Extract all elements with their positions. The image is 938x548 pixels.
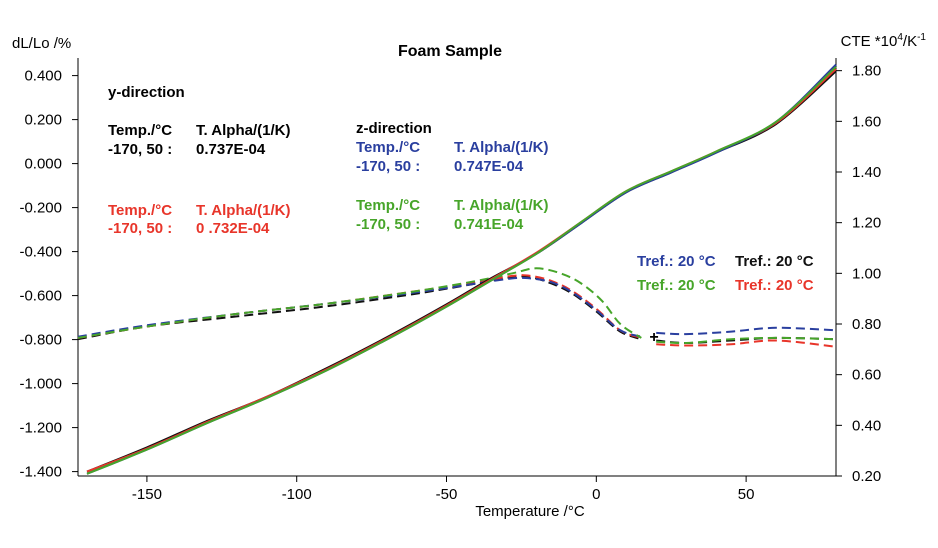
tref-black: Tref.: 20 °C	[735, 253, 814, 270]
y-black-range: -170, 50 :	[108, 141, 172, 158]
y-right-tick-label: 0.60	[852, 367, 881, 384]
tref-annotations: Tref.: 20 °C Tref.: 20 °C Tref.: 20 °C T…	[637, 253, 814, 294]
y-left-tick-label: -0.600	[19, 288, 62, 305]
x-tick-label: -100	[282, 486, 312, 503]
y-right-label-exp: 4	[897, 32, 903, 43]
z-blue-value: 0.747E-04	[454, 158, 524, 175]
z-green-range: -170, 50 :	[356, 216, 420, 233]
y-left-tick-label: -0.400	[19, 244, 62, 261]
y-right-label-base: CTE *10	[841, 33, 898, 50]
z-green-alpha-header: T. Alpha/(1/K)	[454, 197, 548, 214]
y-right-tick-label: 0.20	[852, 468, 881, 485]
y-left-tick-label: -1.200	[19, 420, 62, 437]
y-black-alpha-header: T. Alpha/(1/K)	[196, 122, 290, 139]
y-left-tick-label: 0.000	[24, 156, 62, 173]
y-right-label-unit: /K	[903, 33, 917, 50]
y-right-tick-label: 1.20	[852, 215, 881, 232]
y-left-tick-label: -1.000	[19, 376, 62, 393]
tref-red: Tref.: 20 °C	[735, 277, 814, 294]
axis-ticks: -150 -100 -50 0 50 0.400 0.200 0.000 -0.200 -0.40…	[19, 63, 881, 503]
y-red-alpha-header: T. Alpha/(1/K)	[196, 202, 290, 219]
y-left-tick-label: -0.200	[19, 200, 62, 217]
tref-blue: Tref.: 20 °C	[637, 253, 716, 270]
y-left-tick-label: 0.200	[24, 112, 62, 129]
y-direction-annotations: y-direction Temp./°C T. Alpha/(1/K) -170…	[108, 84, 290, 237]
y-right-label-exp2: -1	[917, 32, 926, 43]
tref-marker: +	[649, 329, 658, 346]
y-black-value: 0.737E-04	[196, 141, 266, 158]
y-right-tick-label: 0.40	[852, 417, 881, 434]
y-red-range: -170, 50 :	[108, 220, 172, 237]
z-blue-temp-header: Temp./°C	[356, 139, 420, 156]
x-axis-label: Temperature /°C	[475, 503, 585, 520]
x-tick-label: -150	[132, 486, 162, 503]
z-direction-annotations: z-direction Temp./°C T. Alpha/(1/K) -170…	[356, 120, 548, 233]
chart-title: Foam Sample	[398, 43, 502, 60]
cte-series-line	[656, 326, 837, 336]
y-black-temp-header: Temp./°C	[108, 122, 172, 139]
x-tick-label: -50	[436, 486, 458, 503]
y-right-tick-label: 1.00	[852, 265, 881, 282]
data-curves	[77, 63, 837, 475]
tref-green: Tref.: 20 °C	[637, 277, 716, 294]
y-left-tick-label: -1.400	[19, 464, 62, 481]
y-direction-label: y-direction	[108, 84, 185, 101]
z-blue-alpha-header: T. Alpha/(1/K)	[454, 139, 548, 156]
dl-series-line	[86, 66, 837, 475]
z-green-value: 0.741E-04	[454, 216, 524, 233]
cte-series-line	[77, 267, 642, 339]
y-right-tick-label: 0.80	[852, 316, 881, 333]
y-left-tick-label: 0.400	[24, 68, 62, 85]
y-right-tick-label: 1.40	[852, 164, 881, 181]
z-green-temp-header: Temp./°C	[356, 197, 420, 214]
z-direction-label: z-direction	[356, 120, 432, 137]
y-red-temp-header: Temp./°C	[108, 202, 172, 219]
cte-series-line	[656, 339, 837, 348]
z-blue-range: -170, 50 :	[356, 158, 420, 175]
x-tick-label: 50	[738, 486, 755, 503]
y-right-axis-label: CTE *104/K-1	[841, 32, 927, 50]
y-right-tick-label: 1.80	[852, 63, 881, 80]
y-left-axis-label: dL/Lo /%	[12, 35, 71, 52]
y-red-value: 0 .732E-04	[196, 220, 270, 237]
x-tick-label: 0	[592, 486, 600, 503]
cte-series-line	[656, 336, 837, 345]
y-right-tick-label: 1.60	[852, 113, 881, 130]
y-left-tick-label: -0.800	[19, 332, 62, 349]
